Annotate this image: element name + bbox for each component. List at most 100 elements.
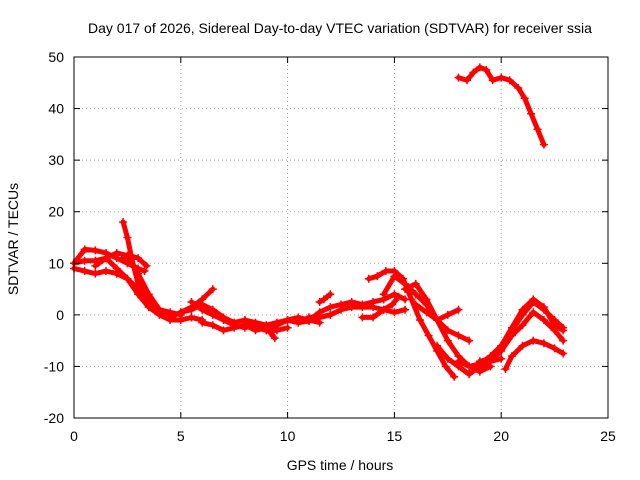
data-point <box>134 290 143 299</box>
data-point <box>326 310 335 319</box>
data-point <box>326 290 335 299</box>
data-point <box>441 362 450 371</box>
data-point <box>166 313 175 322</box>
series-track-14 <box>304 290 410 325</box>
data-point <box>337 300 345 309</box>
y-tick-label: 40 <box>48 101 64 117</box>
data-point <box>262 323 271 332</box>
data-point <box>187 305 196 314</box>
data-point <box>454 331 463 340</box>
data-point <box>379 305 388 314</box>
axis-ticks: 0 5 10 15 20 25 -20 -10 0 10 20 30 40 50 <box>44 49 616 444</box>
data-point <box>176 308 185 317</box>
data-point <box>475 357 484 366</box>
x-tick-label: 10 <box>280 428 296 444</box>
data-point <box>102 267 111 276</box>
data-point <box>230 323 239 332</box>
data-point <box>514 83 523 92</box>
data-point <box>80 256 89 265</box>
data-point <box>102 254 111 263</box>
data-point <box>443 354 452 363</box>
data-point <box>364 274 373 283</box>
series-track-25 <box>501 336 568 374</box>
data-point <box>219 316 228 325</box>
data-point <box>463 76 472 85</box>
data-point <box>507 323 516 332</box>
data-point <box>550 344 559 353</box>
data-point <box>465 362 474 371</box>
data-point <box>112 248 121 257</box>
y-tick-label: 50 <box>48 49 64 65</box>
data-point <box>381 267 390 276</box>
data-point <box>422 308 431 317</box>
data-point <box>527 109 536 118</box>
data-point <box>559 336 568 345</box>
data-point <box>187 313 196 322</box>
y-tick-label: 20 <box>48 204 64 220</box>
data-point <box>469 68 478 77</box>
series-trace <box>306 291 408 323</box>
series-trace <box>317 291 333 305</box>
data-point <box>112 264 121 273</box>
data-point <box>559 326 568 335</box>
data-point <box>369 297 378 306</box>
data-point <box>134 279 143 288</box>
y-tick-label: 30 <box>48 152 64 168</box>
data-point <box>294 318 303 327</box>
data-point <box>443 310 452 319</box>
data-point <box>497 73 506 82</box>
data-point <box>550 326 559 335</box>
data-point <box>80 267 89 276</box>
x-tick-label: 20 <box>493 428 509 444</box>
data-point <box>125 251 134 260</box>
x-tick-label: 0 <box>70 428 78 444</box>
data-point <box>497 354 506 363</box>
data-point <box>251 323 260 332</box>
x-tick-label: 25 <box>600 428 616 444</box>
data-point <box>518 321 527 330</box>
data-point <box>454 357 463 366</box>
data-point <box>443 336 452 345</box>
y-tick-label: 0 <box>56 307 64 323</box>
data-point <box>358 300 367 309</box>
data-point <box>140 267 149 276</box>
data-point <box>411 279 420 288</box>
data-point <box>450 372 459 381</box>
data-point <box>319 295 328 304</box>
data-point <box>272 326 281 335</box>
data-point <box>119 218 128 227</box>
data-point <box>539 316 548 325</box>
data-point <box>505 76 514 85</box>
data-point <box>497 346 506 355</box>
data-point <box>119 254 128 263</box>
data-point <box>326 303 335 312</box>
data-point <box>407 295 416 304</box>
data-point <box>373 272 382 281</box>
series-track-17 <box>364 267 459 381</box>
data-point <box>208 321 217 330</box>
y-tick-label: -10 <box>44 358 64 374</box>
data-point <box>529 295 538 304</box>
data-point <box>411 290 420 299</box>
series-track-7 <box>155 285 217 322</box>
data-point <box>465 370 474 379</box>
data-point <box>486 357 495 366</box>
data-point <box>198 305 207 314</box>
series-trace <box>120 253 150 269</box>
series-track-26 <box>454 63 548 149</box>
chart-title: Day 017 of 2026, Sidereal Day-to-day VTE… <box>88 20 592 36</box>
data-point <box>390 272 399 281</box>
data-point <box>433 341 442 350</box>
data-point <box>422 295 431 304</box>
data-point <box>142 261 151 270</box>
data-point <box>390 290 399 299</box>
data-point <box>488 76 497 85</box>
data-point <box>315 297 324 306</box>
data-point <box>533 125 542 134</box>
data-point <box>529 308 538 317</box>
y-tick-label: 10 <box>48 255 64 271</box>
data-point <box>433 316 442 325</box>
data-point <box>390 308 399 317</box>
data-point <box>134 254 143 263</box>
